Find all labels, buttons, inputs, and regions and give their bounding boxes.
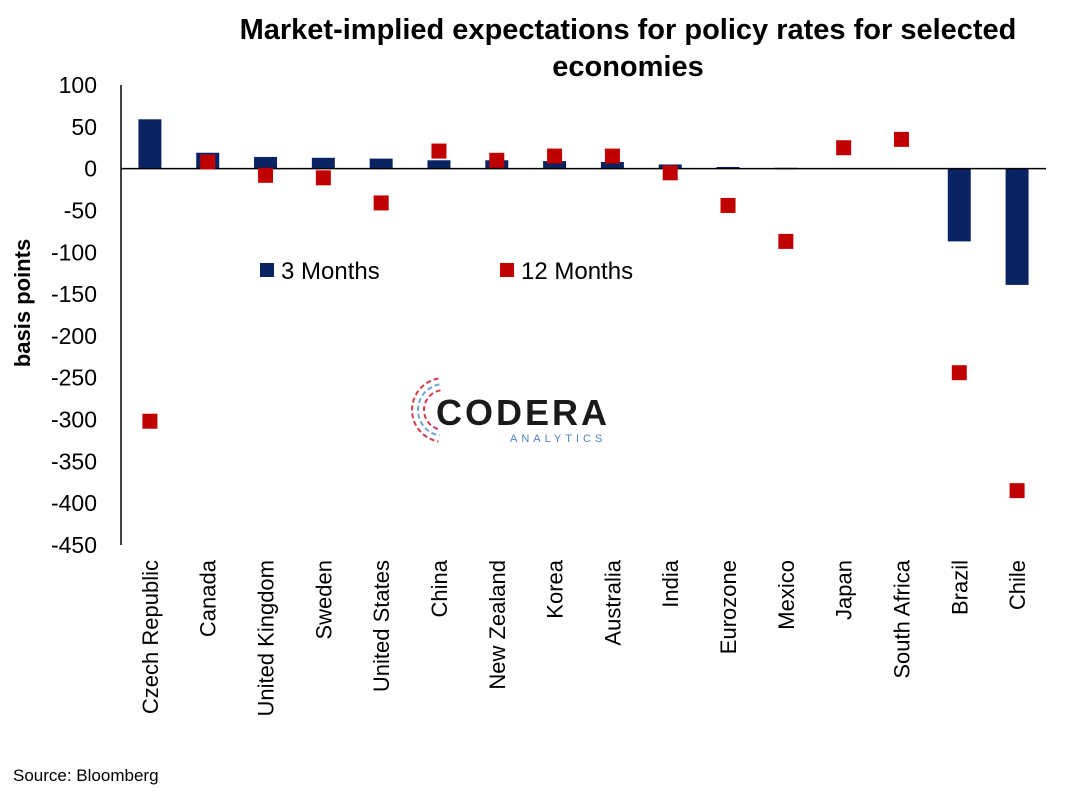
logo-tagline: ANALYTICS bbox=[510, 433, 606, 445]
y-tick-label: -250 bbox=[51, 365, 97, 391]
y-tick-label: 50 bbox=[71, 114, 97, 140]
y-axis-ticks: 100 50 0 -50 -100 -150 -200 -250 -300 -350 -400 -45… bbox=[51, 72, 97, 558]
y-tick-label: -400 bbox=[51, 490, 97, 516]
marker-12-months bbox=[547, 148, 563, 164]
bar-3-months bbox=[138, 119, 162, 169]
x-category-label: United States bbox=[369, 560, 394, 692]
legend-label: 3 Months bbox=[281, 258, 380, 285]
marker-12-months bbox=[720, 197, 736, 213]
logo-arc bbox=[423, 389, 441, 431]
x-category-label: United Kingdom bbox=[254, 560, 279, 717]
x-category-label: Chile bbox=[1005, 560, 1030, 610]
bar-3-months bbox=[311, 157, 335, 169]
legend-swatch bbox=[260, 263, 274, 277]
marker-12-months bbox=[373, 195, 389, 211]
marker-12-months bbox=[951, 365, 967, 381]
y-tick-label: -350 bbox=[51, 448, 97, 474]
bar-3-months bbox=[254, 156, 278, 169]
y-tick-label: -50 bbox=[64, 197, 97, 223]
x-category-label: Australia bbox=[600, 559, 625, 645]
source-note: Source: Bloomberg bbox=[13, 766, 159, 785]
y-tick-label: -300 bbox=[51, 407, 97, 433]
x-category-label: South Africa bbox=[889, 559, 914, 678]
marker-12-months bbox=[315, 170, 331, 186]
x-category-label: China bbox=[427, 559, 452, 617]
x-category-label: Mexico bbox=[774, 560, 799, 630]
y-tick-label: 100 bbox=[59, 72, 97, 98]
bar-3-months bbox=[716, 166, 740, 169]
marker-12-months bbox=[604, 148, 620, 164]
x-category-label: Eurozone bbox=[716, 560, 741, 654]
x-category-label: Sweden bbox=[311, 560, 336, 640]
y-tick-label: -450 bbox=[51, 532, 97, 558]
marker-12-months bbox=[662, 165, 678, 181]
y-tick-label: 0 bbox=[84, 156, 97, 182]
x-category-label: Korea bbox=[543, 559, 568, 618]
marker-12-months bbox=[200, 154, 216, 170]
x-axis-category-labels: Czech Republic Canada United Kingdom Sweden… bbox=[138, 559, 1030, 716]
x-category-label: Canada bbox=[196, 559, 221, 637]
series-12-months-markers bbox=[142, 131, 1025, 499]
marker-12-months bbox=[893, 131, 909, 147]
x-category-label: Brazil bbox=[947, 560, 972, 615]
marker-12-months bbox=[778, 233, 794, 249]
legend: 3 Months 12 Months bbox=[260, 258, 633, 285]
marker-12-months bbox=[836, 140, 852, 156]
logo-wordmark: CODERA bbox=[436, 392, 610, 433]
x-category-label: India bbox=[658, 559, 683, 607]
logo-arc bbox=[411, 377, 439, 443]
bar-3-months bbox=[427, 160, 451, 169]
y-tick-label: -100 bbox=[51, 239, 97, 265]
marker-12-months bbox=[431, 143, 447, 159]
chart-title: Market-implied expectations for policy r… bbox=[240, 14, 1017, 83]
marker-12-months bbox=[142, 413, 158, 429]
bar-3-months bbox=[543, 161, 567, 169]
bar-3-months bbox=[369, 158, 393, 169]
x-category-label: New Zealand bbox=[485, 560, 510, 690]
marker-12-months bbox=[1009, 483, 1025, 499]
marker-12-months bbox=[258, 167, 274, 183]
y-tick-label: -150 bbox=[51, 281, 97, 307]
x-category-label: Czech Republic bbox=[138, 560, 163, 714]
y-axis-label: basis points bbox=[10, 239, 35, 367]
legend-label: 12 Months bbox=[521, 258, 633, 285]
chart-title-line-1: Market-implied expectations for policy r… bbox=[240, 14, 1017, 46]
y-tick-label: -200 bbox=[51, 323, 97, 349]
x-category-label: Japan bbox=[832, 560, 857, 620]
legend-swatch bbox=[500, 263, 514, 277]
logo-arc bbox=[417, 383, 440, 437]
bar-3-months bbox=[600, 161, 624, 169]
bar-3-months bbox=[947, 168, 971, 242]
chart-title-line-2: economies bbox=[552, 51, 704, 83]
marker-12-months bbox=[489, 152, 505, 168]
bar-3-months bbox=[1005, 168, 1029, 285]
